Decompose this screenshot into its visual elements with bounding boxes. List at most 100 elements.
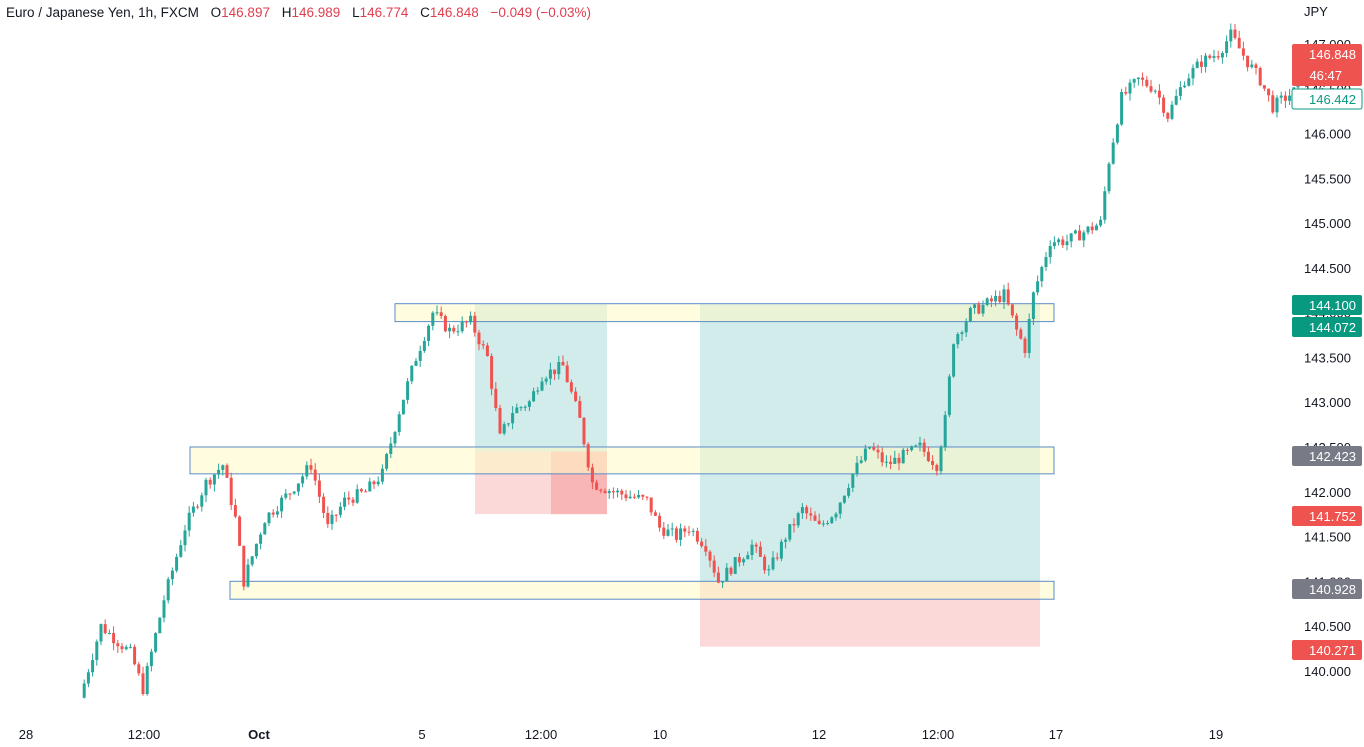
- tag-144072: 144.072: [1292, 317, 1362, 337]
- time-tick-label: Oct: [248, 727, 270, 742]
- candle-body: [662, 527, 666, 536]
- close-value: 146.848: [429, 5, 479, 20]
- candle-body: [985, 298, 989, 305]
- candle-body: [406, 381, 410, 400]
- candle-body: [771, 557, 775, 570]
- candle-body: [595, 482, 599, 490]
- candle-body: [998, 295, 1002, 303]
- candle-body: [834, 513, 838, 518]
- candle-body: [742, 559, 746, 563]
- candle-body: [267, 512, 271, 524]
- candle-body: [1204, 55, 1208, 67]
- candle-body: [1099, 219, 1103, 226]
- time-tick-label: 12:00: [525, 727, 558, 742]
- candle-body: [494, 388, 498, 408]
- tag-140928-box: [1292, 579, 1362, 599]
- candle-body: [1040, 267, 1044, 282]
- candle-body: [317, 480, 321, 497]
- candle-body: [536, 390, 540, 392]
- candle-body: [1111, 142, 1115, 164]
- candle-body: [653, 512, 657, 516]
- candle-body: [254, 543, 258, 557]
- candle-body: [977, 304, 981, 314]
- candle-body: [1031, 292, 1035, 319]
- candle-body: [1120, 91, 1124, 125]
- candle-body: [439, 312, 443, 317]
- candle-body: [1220, 53, 1224, 58]
- candle-body: [599, 489, 603, 491]
- candle-body: [1279, 95, 1283, 98]
- candle-body: [263, 523, 267, 535]
- candle-body: [309, 465, 313, 470]
- candle-body: [271, 512, 275, 515]
- candle-body: [116, 643, 120, 647]
- candle-body: [175, 556, 179, 571]
- candle-body: [1136, 77, 1140, 80]
- candle-body: [229, 477, 233, 506]
- candle-body: [826, 523, 830, 525]
- price-tick-label: 140.000: [1304, 664, 1351, 679]
- candle-body: [687, 531, 691, 533]
- candle-body: [137, 664, 141, 674]
- candle-body: [994, 295, 998, 302]
- candle-body: [1128, 82, 1132, 94]
- candle-body: [481, 344, 485, 346]
- candle-body: [1090, 226, 1094, 231]
- candle-body: [1115, 124, 1119, 143]
- candle-body: [809, 513, 813, 516]
- candle-body: [792, 524, 796, 526]
- candle-body: [1283, 95, 1287, 101]
- time-tick-label: 12:00: [922, 727, 955, 742]
- candle-body: [259, 534, 263, 544]
- candle-body: [616, 490, 620, 493]
- tag-last-price: 146.848 46:47: [1292, 44, 1362, 86]
- candle-body: [179, 545, 183, 557]
- candle-body: [880, 452, 884, 463]
- candle-body: [821, 523, 825, 525]
- zone-layer[interactable]: [189, 303, 1055, 600]
- candle-body: [603, 490, 607, 494]
- candle-body: [863, 448, 867, 461]
- candle-body: [746, 555, 750, 560]
- candle-body: [922, 442, 926, 452]
- candle-body: [775, 557, 779, 559]
- candle-body: [666, 529, 670, 536]
- candle-body: [389, 443, 393, 455]
- candle-body: [477, 332, 481, 345]
- candle-body: [519, 407, 523, 409]
- candle-body: [418, 350, 422, 361]
- candle-body: [1246, 55, 1250, 68]
- candle-body: [397, 414, 401, 433]
- time-tick-label: 10: [653, 727, 667, 742]
- high-value: 146.989: [291, 5, 341, 20]
- open-value: 146.897: [221, 5, 270, 20]
- candle-body: [410, 365, 414, 382]
- tag-144072-box: [1292, 317, 1362, 337]
- candle-body: [716, 572, 720, 583]
- candle-body: [910, 446, 914, 451]
- zone-top: [394, 303, 1055, 323]
- candle-body: [1141, 77, 1145, 80]
- candle-body: [901, 449, 905, 464]
- candle-body: [796, 513, 800, 526]
- candle-body: [435, 312, 439, 314]
- candle-body: [569, 382, 573, 392]
- candle-body: [721, 581, 725, 583]
- tag-140271: 140.271: [1292, 640, 1362, 660]
- candle-body: [943, 415, 947, 448]
- candle-body: [86, 672, 90, 684]
- time-tick-label: 17: [1049, 727, 1063, 742]
- candle-body: [242, 545, 246, 587]
- candle-body: [931, 461, 935, 466]
- candle-body: [347, 497, 351, 500]
- candle-body: [750, 544, 754, 556]
- time-axis[interactable]: 28 12:00 Oct 5 12:00 10 12 12:00 17 19: [19, 727, 1223, 742]
- candle-body: [532, 391, 536, 402]
- candle-body: [561, 361, 565, 366]
- candle-body: [1073, 230, 1077, 234]
- candle-body: [103, 624, 107, 634]
- candle-body: [805, 507, 809, 514]
- low-value: 146.774: [359, 5, 409, 20]
- candle-body: [645, 496, 649, 498]
